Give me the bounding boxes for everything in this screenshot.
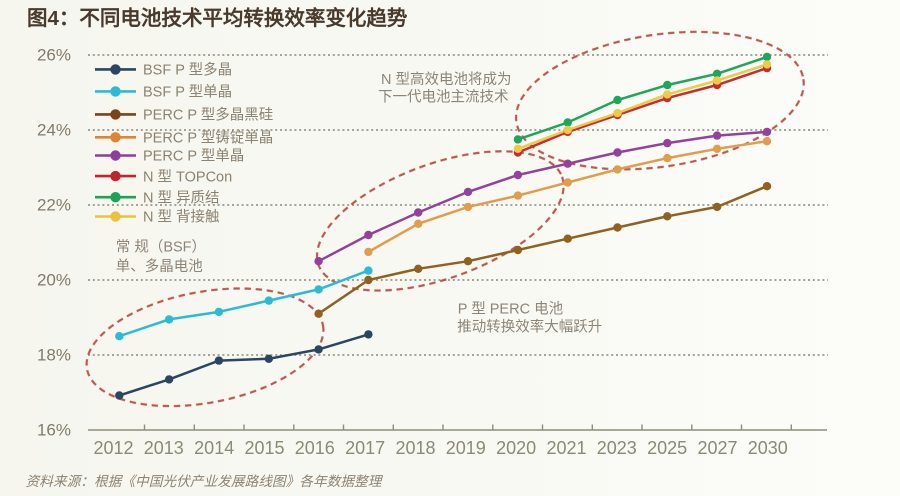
svg-text:2030: 2030 <box>748 438 788 458</box>
svg-text:2027: 2027 <box>697 438 737 458</box>
svg-text:N 型 异质结: N 型 异质结 <box>143 189 220 206</box>
svg-text:2021: 2021 <box>546 438 586 458</box>
svg-text:16%: 16% <box>37 421 71 440</box>
svg-text:2016: 2016 <box>295 438 335 458</box>
svg-text:N 型 背接触: N 型 背接触 <box>143 209 220 226</box>
svg-text:2014: 2014 <box>194 438 234 458</box>
svg-text:2020: 2020 <box>496 438 536 458</box>
svg-text:N 型高效电池将成为: N 型高效电池将成为 <box>381 71 512 88</box>
svg-text:BSF P 型单晶: BSF P 型单晶 <box>143 84 232 101</box>
svg-text:2025: 2025 <box>647 438 687 458</box>
svg-text:单、多晶电池: 单、多晶电池 <box>116 258 203 275</box>
svg-text:推动转换效率大幅跃升: 推动转换效率大幅跃升 <box>457 319 602 336</box>
svg-text:18%: 18% <box>37 346 71 365</box>
svg-text:2017: 2017 <box>345 438 385 458</box>
svg-text:2019: 2019 <box>446 438 486 458</box>
svg-text:PERC P 型铸锭单晶: PERC P 型铸锭单晶 <box>143 130 273 147</box>
svg-text:PERC P 型单晶: PERC P 型单晶 <box>143 148 244 165</box>
svg-text:BSF P 型多晶: BSF P 型多晶 <box>143 62 232 79</box>
svg-text:下一代电池主流技术: 下一代电池主流技术 <box>378 89 509 106</box>
svg-text:2012: 2012 <box>93 438 133 458</box>
svg-text:PERC P 型多晶黑硅: PERC P 型多晶黑硅 <box>143 107 273 124</box>
svg-text:2023: 2023 <box>597 438 637 458</box>
svg-text:2013: 2013 <box>144 438 184 458</box>
svg-text:图4：不同电池技术平均转换效率变化趋势: 图4：不同电池技术平均转换效率变化趋势 <box>27 6 408 30</box>
svg-text:P 型 PERC 电池: P 型 PERC 电池 <box>458 301 563 318</box>
svg-text:22%: 22% <box>37 196 71 215</box>
svg-text:2015: 2015 <box>244 438 284 458</box>
svg-text:N 型 TOPCon: N 型 TOPCon <box>143 168 232 185</box>
svg-text:2018: 2018 <box>395 438 435 458</box>
svg-text:20%: 20% <box>37 271 71 290</box>
svg-text:资料来源：根据《中国光伏产业发展路线图》各年数据整理: 资料来源：根据《中国光伏产业发展路线图》各年数据整理 <box>26 474 384 489</box>
svg-text:常 规（BSF）: 常 规（BSF） <box>116 239 206 256</box>
svg-text:24%: 24% <box>37 121 71 140</box>
svg-text:26%: 26% <box>37 46 71 65</box>
